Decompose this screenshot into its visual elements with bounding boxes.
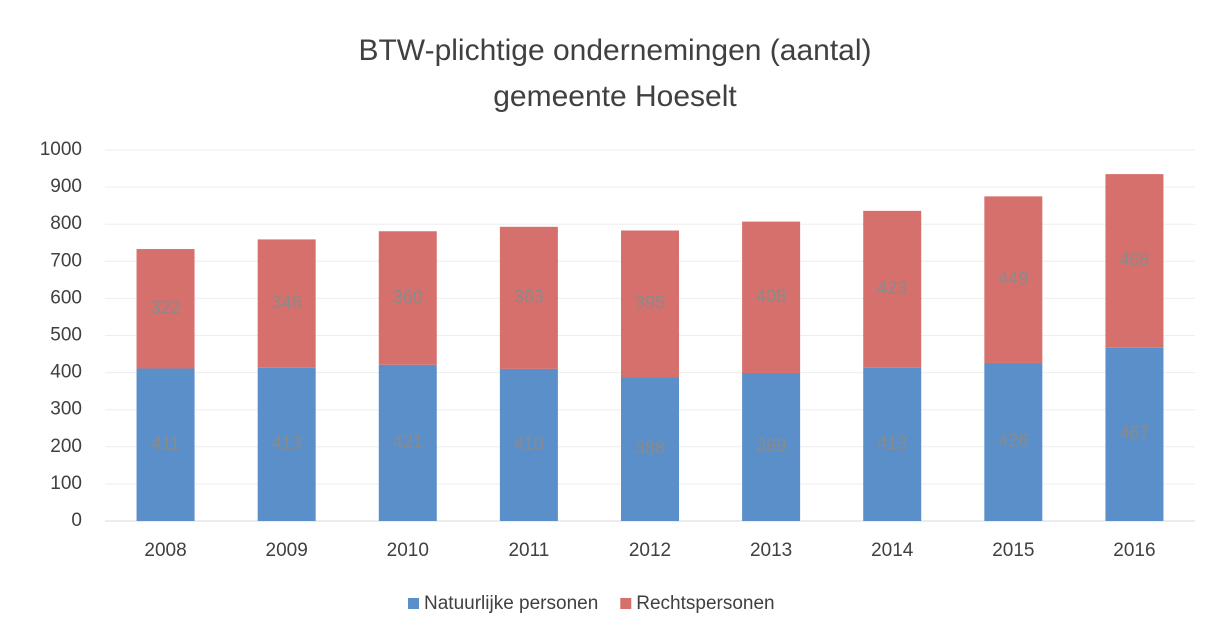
data-label: 421 [393, 432, 423, 452]
bar-segment [136, 368, 195, 521]
data-label: 449 [998, 268, 1028, 288]
bar-segment [984, 362, 1043, 521]
y-tick-label: 100 [50, 473, 82, 494]
chart-title: BTW-plichtige ondernemingen (aantal) [358, 34, 871, 67]
bar-segment [378, 231, 437, 365]
legend-swatch [408, 598, 419, 609]
data-label: 468 [1119, 250, 1149, 270]
data-label: 383 [514, 287, 544, 307]
data-label: 413 [272, 433, 302, 453]
bar-segment [136, 249, 195, 369]
legend-label: Rechtspersonen [636, 593, 774, 614]
bar-segment [1105, 174, 1164, 348]
y-tick-label: 0 [71, 510, 82, 531]
y-tick-label: 700 [50, 250, 82, 271]
y-tick-label: 300 [50, 399, 82, 420]
data-label: 413 [877, 433, 907, 453]
data-label: 395 [635, 293, 665, 313]
y-tick-label: 1000 [40, 139, 82, 160]
x-tick-label: 2014 [871, 540, 914, 561]
bar-segment [1105, 347, 1164, 521]
y-tick-label: 800 [50, 213, 82, 234]
x-tick-label: 2013 [750, 540, 792, 561]
bar-segment [863, 367, 922, 521]
y-tick-label: 900 [50, 176, 82, 197]
x-tick-label: 2016 [1113, 540, 1155, 561]
bar-segment [863, 210, 922, 368]
data-label: 399 [756, 436, 786, 456]
bar-segment [499, 226, 558, 369]
x-tick-label: 2009 [266, 540, 308, 561]
data-label: 360 [393, 287, 423, 307]
legend-label: Natuurlijke personen [424, 593, 598, 614]
x-tick-label: 2011 [508, 540, 549, 561]
y-tick-label: 500 [50, 325, 82, 346]
y-tick-label: 400 [50, 362, 82, 383]
data-label: 467 [1119, 423, 1149, 443]
data-label: 410 [514, 434, 544, 454]
y-tick-label: 200 [50, 436, 82, 457]
bar-segment [621, 230, 679, 378]
data-label: 408 [756, 286, 786, 306]
x-tick-label: 2010 [387, 540, 429, 561]
data-label: 346 [272, 292, 302, 312]
data-label: 411 [151, 434, 180, 454]
x-tick-label: 2015 [992, 540, 1034, 561]
chart-title: gemeente Hoeselt [493, 80, 737, 113]
data-label: 388 [635, 438, 665, 458]
data-label: 426 [998, 431, 1028, 451]
x-tick-label: 2008 [144, 540, 186, 561]
data-label: 322 [151, 298, 181, 318]
bar-segment [257, 367, 316, 521]
bar-segment [378, 364, 437, 521]
bar-segment [499, 368, 558, 521]
legend-swatch [620, 598, 632, 609]
bar-segment [984, 196, 1043, 363]
bar-segment [742, 372, 801, 521]
bar-segment [257, 239, 316, 368]
x-tick-label: 2012 [629, 540, 671, 561]
bar-segment [742, 221, 801, 373]
data-label: 423 [877, 278, 907, 298]
bar-segment [621, 377, 679, 521]
y-tick-label: 600 [50, 287, 82, 308]
